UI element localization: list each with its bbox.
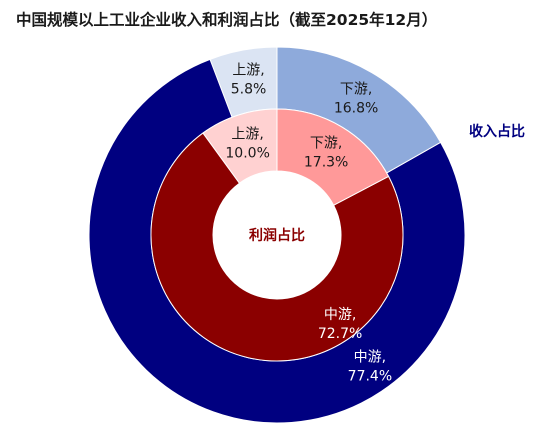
- outer-label-中游: 中游, 77.4%: [348, 350, 392, 385]
- profit-share-annotation: 利润占比: [249, 227, 305, 244]
- inner-label-上游: 上游, 10.0%: [225, 127, 269, 162]
- chart-title: 中国规模以上工业企业收入和利润占比（截至2025年12月）: [16, 11, 438, 29]
- inner-label-下游: 下游, 17.3%: [304, 136, 348, 171]
- donut-hole: [213, 171, 341, 299]
- outer-label-下游: 下游, 16.8%: [334, 81, 378, 116]
- revenue-share-annotation: 收入占比: [469, 123, 525, 140]
- inner-label-中游: 中游, 72.7%: [318, 307, 362, 342]
- outer-label-上游: 上游, 5.8%: [231, 63, 267, 98]
